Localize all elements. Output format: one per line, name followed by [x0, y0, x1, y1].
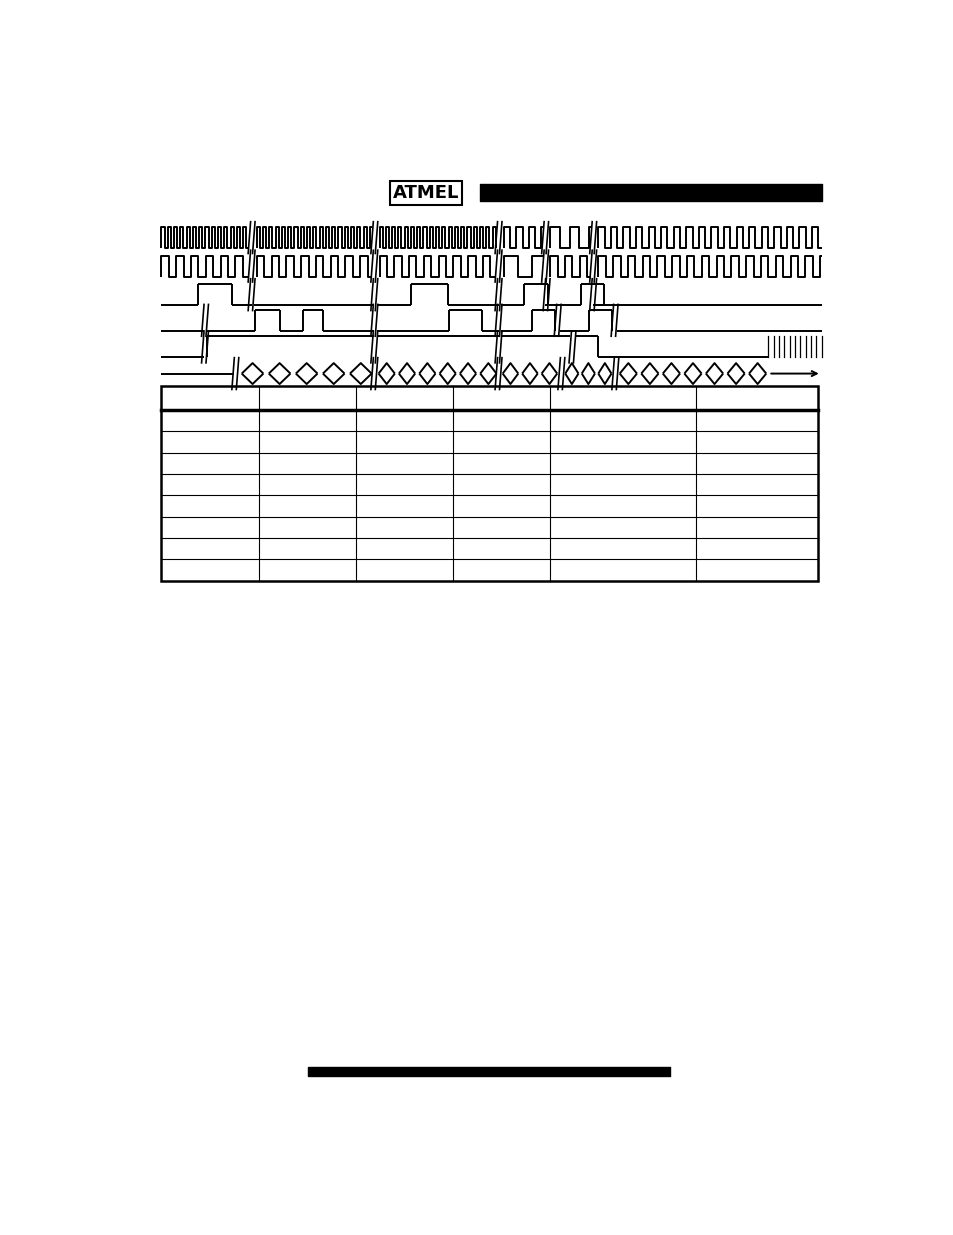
Bar	[161, 385, 817, 580]
Text: ATMEL: ATMEL	[393, 184, 458, 201]
